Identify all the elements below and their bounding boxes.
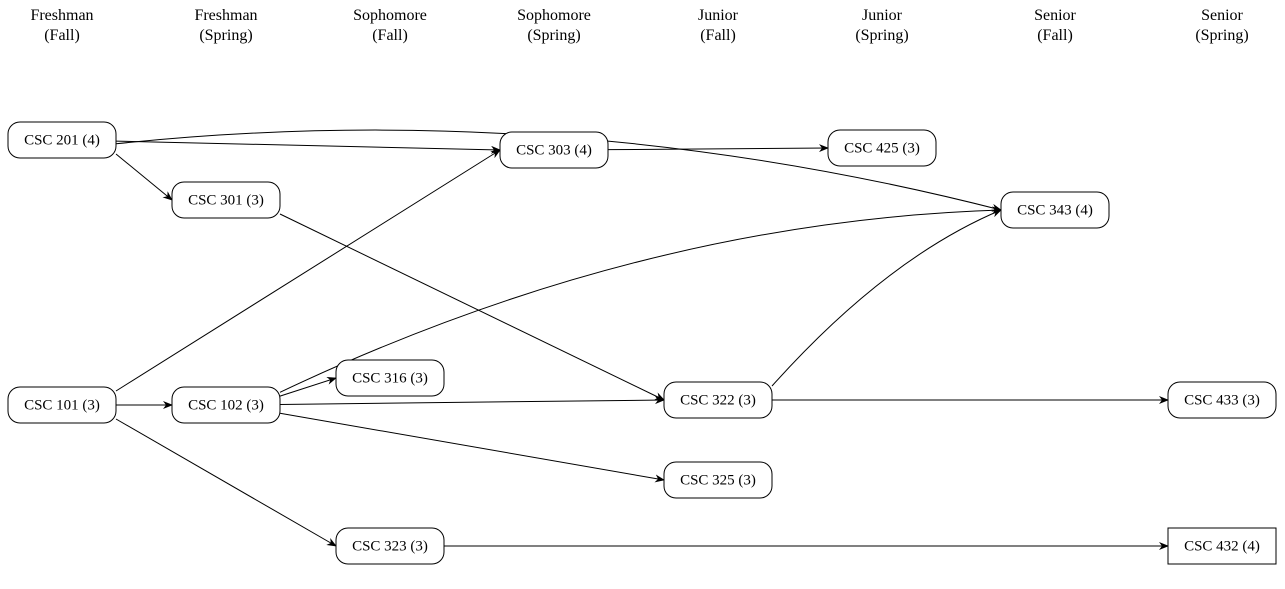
- node-label-csc325: CSC 325 (3): [680, 472, 756, 488]
- edge-csc101-csc323: [116, 419, 336, 546]
- edge-csc322-csc343: [772, 210, 1001, 386]
- column-header-soph-spring-line1: Sophomore: [517, 7, 591, 24]
- edge-csc102-csc325: [280, 413, 664, 480]
- node-label-csc102: CSC 102 (3): [188, 397, 264, 413]
- node-label-csc432: CSC 432 (4): [1184, 538, 1260, 554]
- edge-csc101-csc303: [116, 150, 500, 391]
- node-label-csc433: CSC 433 (3): [1184, 392, 1260, 408]
- course-flowchart: CSC 201 (4) CSC 301 (3) CSC 101 (3) CSC 102…: [0, 0, 1285, 589]
- column-header-fresh-fall-line2: (Fall): [44, 27, 80, 44]
- node-label-csc201: CSC 201 (4): [24, 132, 100, 148]
- node-label-csc322: CSC 322 (3): [680, 392, 756, 408]
- column-header-fresh-fall-line1: Freshman: [30, 7, 93, 24]
- column-header-fresh-spring-line2: (Spring): [199, 27, 252, 44]
- node-label-csc316: CSC 316 (3): [352, 370, 428, 386]
- node-label-csc303: CSC 303 (4): [516, 142, 592, 158]
- edge-csc201-csc303: [116, 141, 500, 150]
- node-label-csc343: CSC 343 (4): [1017, 202, 1093, 218]
- column-header-soph-spring-line2: (Spring): [527, 27, 580, 44]
- column-header-jun-spring-line1: Junior: [862, 7, 903, 24]
- node-label-csc323: CSC 323 (3): [352, 538, 428, 554]
- column-header-jun-fall-line1: Junior: [698, 7, 739, 24]
- column-header-fresh-spring-line1: Freshman: [194, 7, 257, 24]
- edge-csc102-csc322: [280, 400, 664, 404]
- column-header-sen-fall-line2: (Fall): [1037, 27, 1073, 44]
- edge-csc102-csc316: [280, 378, 336, 396]
- column-header-sen-fall-line1: Senior: [1034, 7, 1076, 24]
- node-label-csc101: CSC 101 (3): [24, 397, 100, 413]
- column-header-sen-spring-line2: (Spring): [1195, 27, 1248, 44]
- column-header-jun-fall-line2: (Fall): [700, 27, 736, 44]
- column-header-soph-fall-line2: (Fall): [372, 27, 408, 44]
- node-label-csc301: CSC 301 (3): [188, 192, 264, 208]
- column-header-soph-fall-line1: Sophomore: [353, 7, 427, 24]
- edge-csc303-csc425: [608, 148, 828, 150]
- node-label-csc425: CSC 425 (3): [844, 140, 920, 156]
- edge-csc201-csc301: [116, 154, 172, 200]
- column-header-sen-spring-line1: Senior: [1201, 7, 1243, 24]
- column-header-jun-spring-line2: (Spring): [855, 27, 908, 44]
